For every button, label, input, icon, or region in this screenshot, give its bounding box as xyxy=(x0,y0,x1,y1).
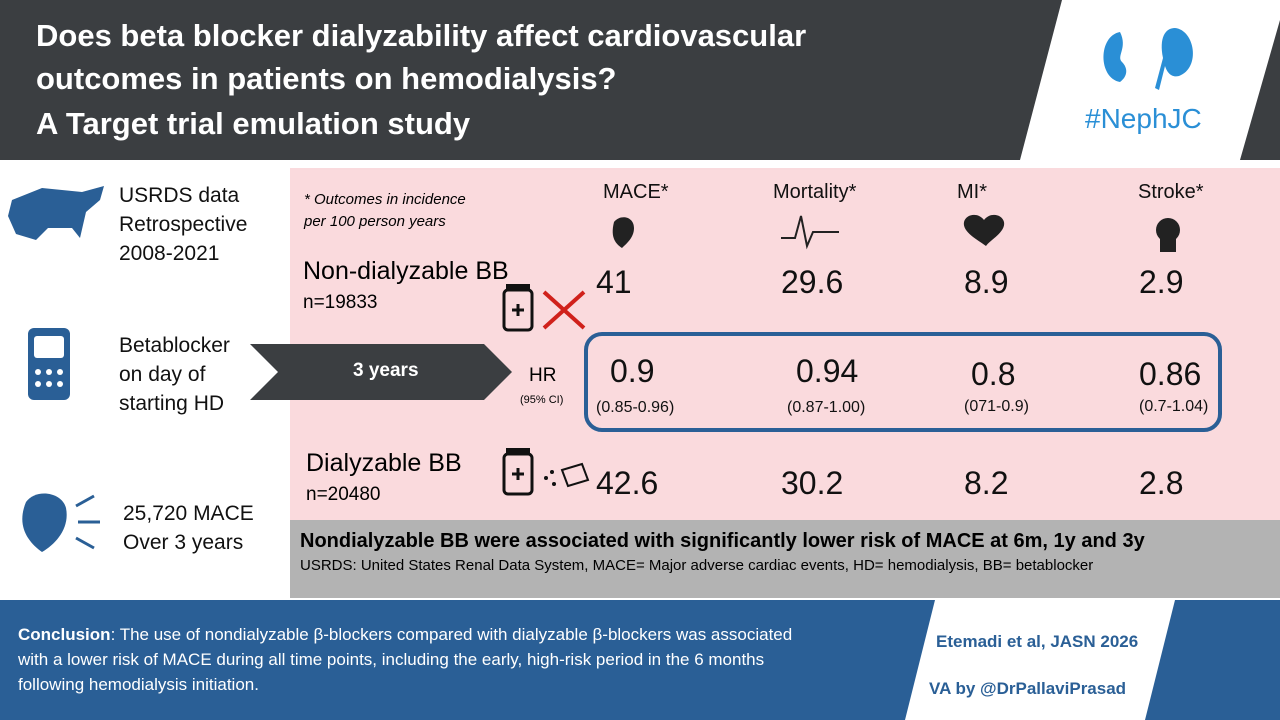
hr-ci: (071-0.9) xyxy=(964,398,1029,415)
value: 2.9 xyxy=(1139,264,1184,300)
column-header: MI* xyxy=(957,181,987,203)
text-line: Betablocker xyxy=(119,334,230,357)
column-icons xyxy=(612,214,1180,252)
text-line: 2008-2021 xyxy=(119,242,220,265)
citation-panel xyxy=(905,600,1175,720)
usa-map-icon xyxy=(8,186,104,240)
hr-ci: (0.85-0.96) xyxy=(596,399,675,416)
text-line: starting HD xyxy=(119,392,225,415)
column-header: MACE* xyxy=(603,181,669,203)
summary-headline: Nondialyzable BB were associated with si… xyxy=(300,530,1145,552)
conclusion: Conclusion: The use of nondialyzable β-b… xyxy=(18,622,818,697)
conclusion-text: : The use of nondialyzable β-blockers co… xyxy=(18,625,793,694)
text-line: Over 3 years xyxy=(123,531,244,554)
brand: #NephJC xyxy=(1085,103,1202,134)
column-header: Stroke* xyxy=(1138,181,1204,203)
outcome: 25,720 MACE Over 3 years xyxy=(123,499,254,557)
value: 29.6 xyxy=(781,264,844,300)
hr-ci: (0.87-1.00) xyxy=(787,399,866,416)
text-line: USRDS data xyxy=(119,184,240,207)
value: 41 xyxy=(596,264,632,300)
hr-box xyxy=(584,332,1222,432)
header-band xyxy=(0,0,1062,160)
value: 8.9 xyxy=(964,264,1009,300)
text-line: per 100 person years xyxy=(304,213,446,230)
table-note: * Outcomes in incidence per 100 person ye… xyxy=(304,189,466,233)
summary-panel xyxy=(290,520,1280,598)
hr-value: 0.9 xyxy=(610,353,655,389)
text-line: 25,720 MACE xyxy=(123,502,254,525)
exposure: Betablocker on day of starting HD xyxy=(119,331,230,418)
heart-icon xyxy=(22,493,100,552)
title-line: outcomes in patients on hemodialysis? xyxy=(36,61,617,96)
hr-value: 0.8 xyxy=(971,356,1016,392)
hr-label: HR xyxy=(529,365,557,386)
row-name: Dialyzable BB xyxy=(306,449,462,477)
text-line: on day of xyxy=(119,363,206,386)
value: 2.8 xyxy=(1139,465,1184,501)
text-line: Retrospective xyxy=(119,213,248,236)
row-name: Non-dialyzable BB xyxy=(303,257,509,285)
conclusion-label: Conclusion xyxy=(18,625,111,644)
logo xyxy=(1103,28,1193,90)
citation: Etemadi et al, JASN 2026 xyxy=(936,632,1139,651)
row-n: n=20480 xyxy=(306,484,381,505)
title-line: Does beta blocker dialyzability affect c… xyxy=(36,18,807,53)
column-header: Mortality* xyxy=(773,181,857,203)
hr-value: 0.94 xyxy=(796,353,859,389)
follow-up-arrow xyxy=(250,344,512,400)
follow-up: 3 years xyxy=(353,360,419,381)
row-n: n=19833 xyxy=(303,292,378,313)
hr-value: 0.86 xyxy=(1139,356,1202,392)
data-source: USRDS data Retrospective 2008-2021 xyxy=(119,181,247,268)
abbreviations: USRDS: United States Renal Data System, … xyxy=(300,557,1094,574)
title-line: A Target trial emulation study xyxy=(36,106,471,141)
hr-ci: (0.7-1.04) xyxy=(1139,398,1209,415)
dialysis-machine-icon xyxy=(28,328,70,400)
non-dialyzable-pill-icon xyxy=(502,284,586,332)
header-corner xyxy=(1240,0,1280,160)
value: 8.2 xyxy=(964,465,1009,501)
credit: VA by @DrPallaviPrasad xyxy=(929,679,1127,698)
value: 42.6 xyxy=(596,465,659,501)
dialyzable-pill-icon xyxy=(502,448,590,496)
ci-label: (95% CI) xyxy=(520,394,564,406)
text-line: * Outcomes in incidence xyxy=(304,191,466,208)
value: 30.2 xyxy=(781,465,844,501)
